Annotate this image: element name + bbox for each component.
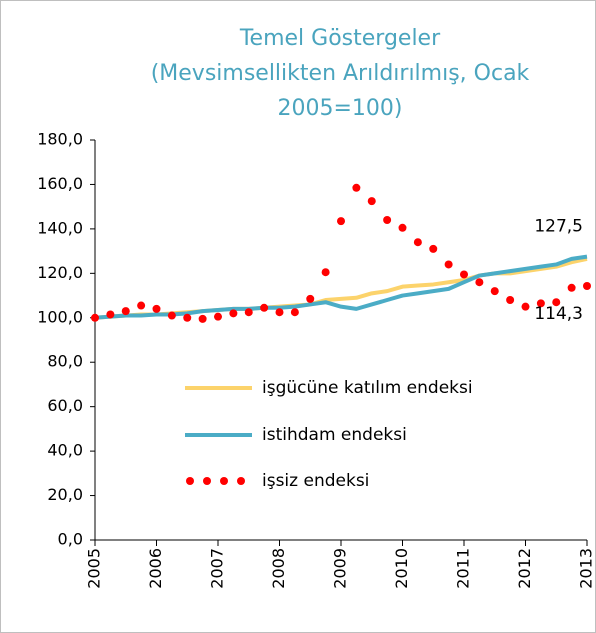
data-label: 127,5 — [534, 217, 583, 237]
x-tick-label: 2006 — [146, 548, 165, 589]
data-point — [183, 313, 192, 322]
legend-label: işgücüne katılım endeksi — [262, 378, 473, 398]
x-tick-label: 2013 — [577, 548, 596, 589]
data-point — [167, 311, 176, 320]
x-tick-label: 2005 — [85, 548, 104, 589]
data-point — [152, 304, 161, 313]
y-tick-label: 20,0 — [47, 485, 83, 504]
chart-title: 2005=100) — [278, 96, 403, 121]
data-point — [429, 244, 438, 253]
data-point — [490, 287, 499, 296]
data-point — [321, 268, 330, 277]
data-point — [229, 309, 238, 318]
legend-swatch — [237, 477, 245, 485]
data-point — [91, 313, 99, 322]
legend-label: işsiz endeksi — [262, 471, 369, 491]
series-line — [94, 254, 588, 320]
data-point — [506, 296, 515, 304]
y-tick-label: 160,0 — [37, 174, 83, 193]
data-point — [583, 282, 591, 290]
data-point — [475, 278, 484, 287]
y-tick-label: 120,0 — [37, 263, 83, 282]
data-point — [306, 294, 315, 303]
y-tick-label: 180,0 — [37, 130, 83, 149]
x-tick-label: 2008 — [269, 548, 288, 589]
data-point — [121, 307, 130, 316]
x-tick-label: 2009 — [331, 548, 350, 589]
data-point — [398, 223, 407, 232]
data-point — [198, 314, 207, 323]
data-point — [352, 183, 361, 192]
data-label: 114,3 — [534, 304, 583, 324]
y-tick-label: 80,0 — [47, 352, 83, 371]
data-point — [444, 260, 453, 269]
legend-swatch — [203, 477, 211, 485]
x-tick-label: 2012 — [515, 548, 534, 589]
legend-swatch — [220, 477, 228, 485]
y-tick-label: 140,0 — [37, 218, 83, 237]
data-point — [244, 308, 253, 317]
chart-title: Temel Göstergeler — [239, 26, 441, 51]
x-tick-label: 2010 — [392, 548, 411, 589]
legend-label: istihdam endeksi — [262, 425, 407, 445]
y-tick-label: 60,0 — [47, 396, 83, 415]
data-point — [367, 197, 376, 206]
data-point — [137, 301, 146, 310]
data-point — [567, 283, 576, 292]
data-point — [106, 310, 115, 319]
data-point — [460, 270, 468, 279]
data-point — [214, 312, 222, 321]
data-point — [337, 217, 345, 226]
y-tick-label: 40,0 — [47, 441, 83, 460]
legend-swatch — [186, 477, 194, 485]
data-point — [275, 308, 284, 317]
data-point — [413, 238, 422, 247]
chart-title: (Mevsimsellikten Arıldırılmış, Ocak — [151, 61, 530, 86]
data-point — [552, 298, 561, 307]
x-tick-label: 2007 — [208, 548, 227, 589]
data-point — [383, 216, 392, 224]
data-point — [521, 302, 530, 311]
x-tick-label: 2011 — [454, 548, 473, 589]
data-point — [536, 299, 545, 308]
data-point — [290, 308, 299, 317]
data-point — [260, 303, 269, 312]
y-tick-label: 100,0 — [37, 307, 83, 326]
y-tick-label: 0,0 — [58, 530, 83, 549]
